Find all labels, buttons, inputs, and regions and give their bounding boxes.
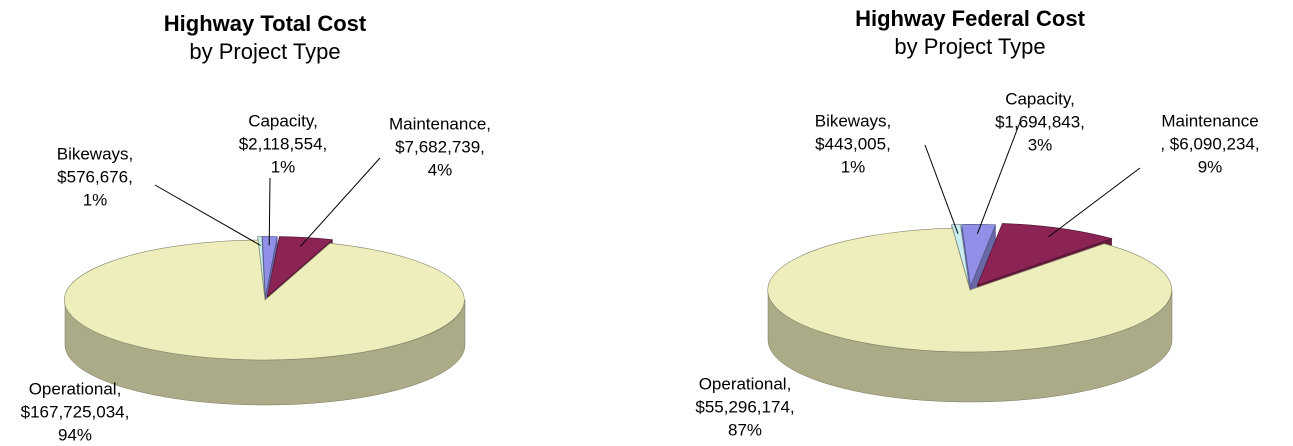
leader-line <box>1047 167 1141 238</box>
data-label: 9% <box>1198 157 1223 176</box>
data-label: Capacity, <box>248 111 318 130</box>
data-label: $55,296,174, <box>695 397 794 416</box>
data-label: Maintenance <box>1161 111 1258 130</box>
data-label: Maintenance, <box>389 114 491 133</box>
data-label: $576,676, <box>57 167 133 186</box>
chart-subtitle: by Project Type <box>894 34 1045 59</box>
data-label: 1% <box>83 190 108 209</box>
data-label: Capacity, <box>1005 89 1075 108</box>
slice <box>262 236 278 297</box>
data-label: 3% <box>1028 135 1053 154</box>
data-label: $1,694,843, <box>995 112 1085 131</box>
data-label: 94% <box>58 425 92 444</box>
chart-title: Highway Federal Cost <box>855 6 1086 31</box>
data-label: Bikeways, <box>57 144 134 163</box>
chart-subtitle: by Project Type <box>189 39 340 64</box>
data-label: $2,118,554, <box>239 134 328 153</box>
slice <box>767 227 1172 353</box>
leader-line <box>924 144 959 234</box>
data-label: Operational, <box>29 379 122 398</box>
data-label: $7,682,739, <box>395 137 485 156</box>
leader-line <box>976 121 1021 234</box>
data-label: Operational, <box>699 374 792 393</box>
data-label: , $6,090,234, <box>1160 134 1259 153</box>
data-label: 1% <box>841 157 866 176</box>
data-label: Bikeways, <box>815 111 892 130</box>
slice <box>976 223 1113 286</box>
data-label: 87% <box>728 420 762 439</box>
leader-line <box>154 184 261 246</box>
slice <box>961 224 996 288</box>
data-label: 4% <box>428 160 453 179</box>
chart-title: Highway Total Cost <box>164 11 367 36</box>
slice <box>266 236 334 298</box>
data-label: $443,005, <box>815 134 891 153</box>
data-label: 1% <box>271 157 296 176</box>
data-label: $167,725,034, <box>21 402 130 421</box>
slice <box>64 239 465 361</box>
leader-line <box>300 157 381 247</box>
leader-line <box>268 177 271 246</box>
